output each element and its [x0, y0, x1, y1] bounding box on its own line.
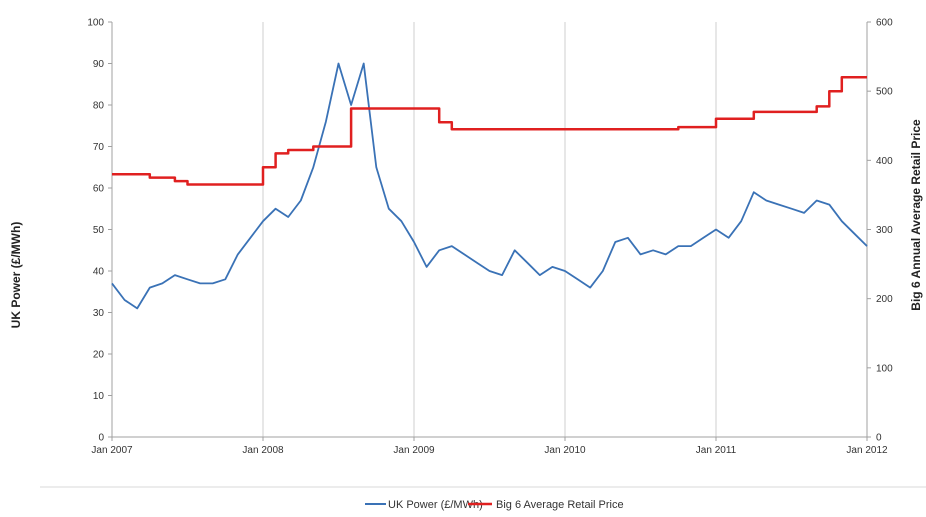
y-left-tick-label: 30 — [93, 308, 105, 319]
series-layer — [111, 62, 868, 310]
legend-label-big6: Big 6 Average Retail Price — [496, 499, 624, 511]
big6-retail-price-line — [112, 76, 867, 186]
grid-layer — [262, 22, 717, 437]
label-layer: UK Power (£/MWh) Big 6 Annual Average Re… — [9, 119, 923, 328]
y-right-tick-label: 400 — [876, 156, 893, 167]
y-left-tick-label: 80 — [93, 101, 105, 112]
y-left-tick-label: 20 — [93, 350, 105, 361]
y-left-tick-label: 70 — [93, 142, 105, 153]
y-left-tick-label: 90 — [93, 59, 105, 70]
y-left-tick-label: 100 — [87, 18, 104, 29]
y-left-axis-title: UK Power (£/MWh) — [9, 222, 23, 329]
y-left-tick-label: 40 — [93, 267, 105, 278]
y-right-tick-label: 300 — [876, 225, 893, 236]
legend: UK Power (£/MWh) Big 6 Average Retail Pr… — [365, 499, 624, 511]
x-tick-label: Jan 2012 — [846, 445, 888, 456]
legend-label-uk-power: UK Power (£/MWh) — [388, 499, 483, 511]
y-right-tick-label: 100 — [876, 363, 893, 374]
y-left-tick-label: 10 — [93, 391, 105, 402]
x-tick-label: Jan 2009 — [393, 445, 435, 456]
y-right-tick-label: 0 — [876, 433, 882, 444]
uk-power-line — [111, 62, 868, 310]
y-left-tick-label: 60 — [93, 184, 105, 195]
x-tick-label: Jan 2010 — [544, 445, 586, 456]
y-right-axis-title: Big 6 Annual Average Retail Price — [909, 119, 923, 311]
y-right-tick-label: 600 — [876, 18, 893, 29]
x-tick-label: Jan 2008 — [242, 445, 284, 456]
y-left-tick-label: 0 — [98, 433, 104, 444]
y-right-tick-label: 500 — [876, 87, 893, 98]
x-tick-label: Jan 2011 — [696, 445, 737, 456]
y-right-tick-label: 200 — [876, 294, 893, 305]
x-tick-label: Jan 2007 — [91, 445, 133, 456]
y-left-tick-label: 50 — [93, 225, 105, 236]
axis-layer: Jan 2007 Jan 2008 Jan 2009 Jan 2010 Jan 2011… — [87, 18, 893, 457]
